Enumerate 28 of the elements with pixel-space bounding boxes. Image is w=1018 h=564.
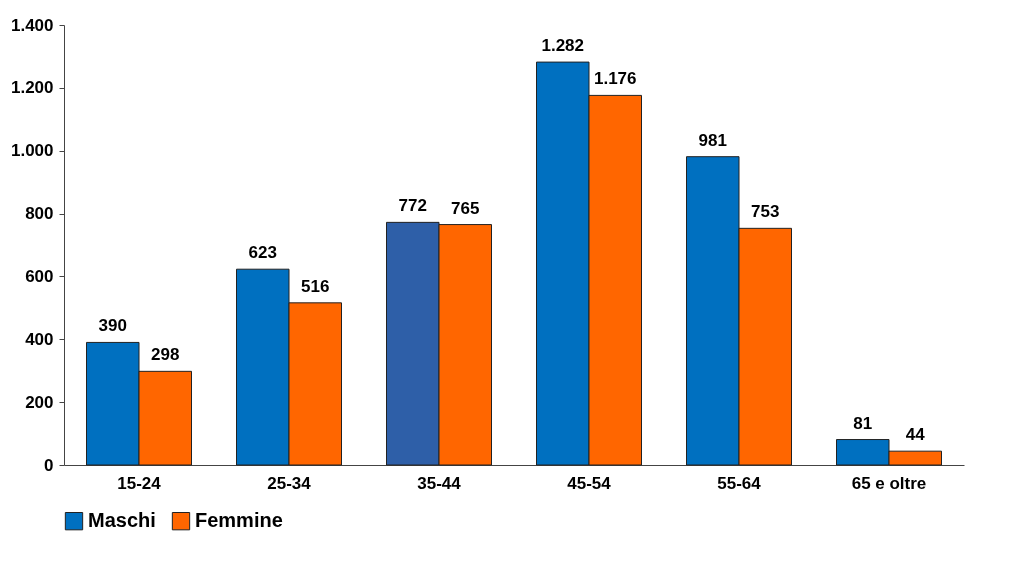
y-tick-label: 200 [25, 392, 54, 412]
data-label: 1.282 [541, 36, 585, 56]
legend-label: Femmine [195, 509, 283, 532]
data-label: 516 [301, 276, 330, 296]
y-tick-label: 1.200 [10, 78, 54, 98]
x-tick-label: 15-24 [117, 473, 162, 493]
y-tick-label: 1.000 [10, 141, 54, 161]
data-label: 623 [248, 243, 277, 263]
y-tick-label: 600 [25, 266, 54, 286]
data-label: 753 [751, 202, 780, 222]
y-tick-label: 0 [44, 455, 54, 475]
data-label: 981 [698, 130, 727, 150]
legend-label: Maschi [88, 509, 156, 532]
data-label: 298 [151, 345, 180, 365]
data-label: 1.176 [593, 69, 637, 89]
data-label: 390 [98, 316, 127, 336]
y-tick-label: 1.400 [10, 15, 54, 35]
x-tick-label: 65 e oltre [851, 473, 927, 493]
data-label: 772 [398, 196, 427, 216]
data-label: 81 [853, 413, 873, 433]
y-tick-label: 400 [25, 329, 54, 349]
x-tick-label: 45-54 [567, 473, 612, 493]
y-tick-label: 800 [25, 204, 54, 224]
data-label: 765 [451, 198, 480, 218]
x-tick-label: 25-34 [267, 473, 312, 493]
data-label: 44 [905, 425, 926, 445]
x-tick-label: 35-44 [417, 473, 462, 493]
x-tick-label: 55-64 [717, 473, 762, 493]
